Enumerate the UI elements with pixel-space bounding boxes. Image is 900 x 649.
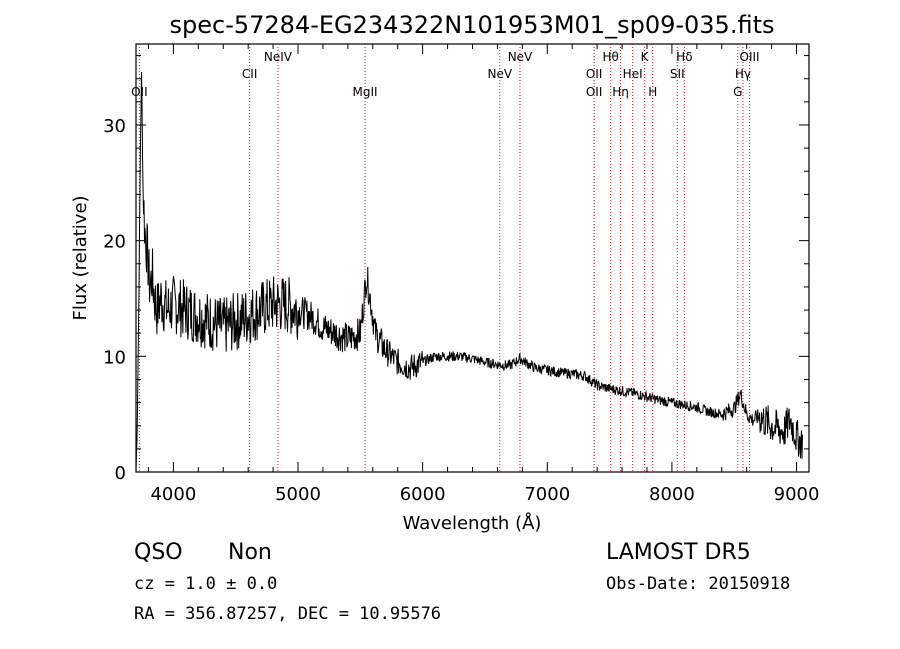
obs-date: Obs-Date: 20150918 (606, 574, 790, 594)
x-tick-label: 6000 (400, 484, 446, 505)
plot-frame (135, 43, 810, 473)
line-marker-label: CII (242, 67, 257, 81)
line-marker-label: NeV (488, 67, 513, 81)
chart-title: spec-57284-EG234322N101953M01_sp09-035.f… (170, 11, 775, 39)
line-marker-label: H (648, 85, 657, 99)
spectrum-line (135, 71, 803, 473)
line-marker-label: Hη (612, 85, 629, 99)
line-marker-label: OIII (740, 50, 760, 64)
line-marker-label: SII (670, 67, 685, 81)
survey-name: LAMOST DR5 (606, 540, 751, 565)
radec-text: RA = 356.87257, DEC = 10.95576 (134, 604, 441, 624)
y-tick-label: 10 (103, 347, 126, 368)
x-tick-label: 5000 (275, 484, 321, 505)
line-marker-label: Hθ (603, 50, 619, 64)
redshift-text: cz = 1.0 ± 0.0 (134, 574, 277, 594)
x-tick-label: 4000 (150, 484, 196, 505)
line-marker-label: OII (131, 85, 148, 99)
object-subclass: Non (228, 540, 272, 565)
x-tick-label: 8000 (649, 484, 695, 505)
y-tick-label: 20 (103, 232, 126, 253)
line-marker-label: Hδ (676, 50, 692, 64)
y-axis-label: Flux (relative) (70, 195, 91, 320)
line-marker-label: OII (586, 85, 603, 99)
line-marker-label: NeIV (264, 50, 293, 64)
y-tick-label: 30 (103, 116, 126, 137)
line-marker-label: NeV (508, 50, 533, 64)
line-marker-label: MgII (353, 85, 378, 99)
object-class: QSO (134, 540, 183, 565)
line-marker-label: G (733, 85, 742, 99)
y-tick-label: 0 (115, 463, 126, 484)
x-axis: 4000 5000 6000 7000 8000 9000 (147, 44, 820, 505)
y-axis: 0 10 20 30 (103, 55, 809, 484)
x-axis-label: Wavelength (Å) (403, 512, 542, 534)
line-marker-label: HeI (623, 67, 643, 81)
x-tick-label: 7000 (524, 484, 570, 505)
line-marker-label: K (641, 50, 650, 64)
line-marker-label: Hγ (735, 67, 751, 81)
x-tick-label: 9000 (774, 484, 820, 505)
line-markers: OIICIINeIVMgIINeVNeVOIIOIIHθHηHeIKHSIIHδ… (131, 44, 760, 472)
